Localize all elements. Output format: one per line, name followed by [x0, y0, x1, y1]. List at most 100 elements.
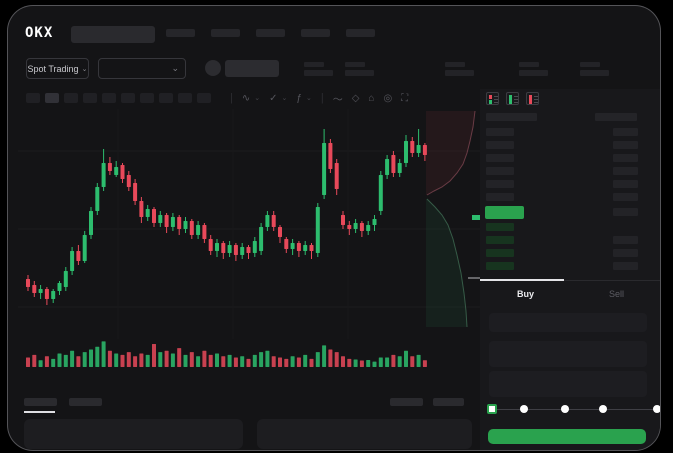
ask-row-size [613, 128, 638, 136]
settings-icon[interactable]: ◎ [383, 92, 393, 104]
ask-row-price [486, 154, 514, 162]
ask-row-size [613, 180, 638, 188]
timeframe-button[interactable] [121, 93, 135, 103]
okx-logo: OKX [25, 25, 54, 41]
ask-row-size [613, 167, 638, 175]
ask-row-size [613, 193, 638, 201]
indicators-icon[interactable]: ƒ [296, 92, 302, 104]
timeframe-button[interactable] [140, 93, 154, 103]
chart-type-icon[interactable]: ∿ [241, 92, 251, 104]
market-stat-pair [580, 62, 612, 76]
tab-buy[interactable]: Buy [516, 289, 534, 299]
search-input[interactable] [71, 26, 155, 43]
timeframe-button[interactable] [102, 93, 116, 103]
last-price-bar[interactable] [485, 206, 524, 219]
timeframe-button[interactable] [159, 93, 173, 103]
last-price-size-block [613, 208, 638, 216]
ask-row-price [486, 167, 514, 175]
market-stat-pair [304, 62, 336, 76]
snapshot-icon[interactable]: ⌂ [368, 92, 375, 104]
candlestick-chart[interactable] [18, 109, 480, 393]
bottom-action-block-1[interactable] [390, 398, 423, 406]
price-input[interactable] [489, 313, 647, 332]
timeframe-button[interactable] [26, 93, 40, 103]
chevron-down-icon: ⌄ [305, 95, 312, 102]
nav-item[interactable] [346, 29, 375, 37]
timeframe-button[interactable] [178, 93, 192, 103]
pair-selector-dropdown[interactable]: ⌄ [98, 58, 186, 79]
chart-tools: | ∿ ⌄ ✓ ⌄ ƒ ⌄ | 〜 ◇ ⌂ ◎ ⛶ [230, 91, 409, 106]
stat-value-placeholder [445, 70, 474, 76]
slider-step-dot[interactable] [520, 405, 528, 413]
bid-row-price [486, 236, 514, 244]
app-window: OKX Spot Trading ⌄ ⌄ | ∿ ⌄ ✓ ⌄ ƒ ⌄ | 〜 ◇ ⌂ ◎ ⛶ Buy S… [7, 5, 661, 451]
slider-step-dot[interactable] [599, 405, 607, 413]
stat-value-placeholder [304, 70, 333, 76]
stat-label-placeholder [519, 62, 539, 67]
toolbar-separator: | [320, 92, 324, 104]
toolbar-separator: | [230, 92, 233, 104]
tab-divider [480, 280, 660, 281]
order-book-asks-only-icon[interactable] [526, 92, 539, 105]
ask-row-price [486, 128, 514, 136]
bid-row-size [613, 262, 638, 270]
nav-item[interactable] [166, 29, 195, 37]
bottom-tab-order-history[interactable] [69, 398, 102, 406]
timeframe-button[interactable] [197, 93, 211, 103]
line-tool-icon[interactable]: 〜 [332, 94, 343, 106]
ask-row-price [486, 193, 514, 201]
bid-row-price [486, 223, 514, 231]
amount-input[interactable] [489, 341, 647, 367]
bottom-tab-open-orders[interactable] [24, 398, 57, 406]
timeframe-button[interactable] [64, 93, 78, 103]
market-type-dropdown[interactable]: Spot Trading ⌄ [26, 58, 89, 79]
ask-row-size [613, 141, 638, 149]
order-book-bids-only-icon[interactable] [506, 92, 519, 105]
chevron-down-icon: ⌄ [171, 63, 179, 73]
amount-slider-track[interactable] [492, 409, 657, 410]
bid-row-price [486, 249, 514, 257]
chevron-down-icon: ⌄ [254, 95, 261, 102]
timeframe-button[interactable] [83, 93, 97, 103]
fullscreen-icon[interactable]: ⛶ [401, 92, 409, 104]
orders-table-placeholder [24, 419, 243, 449]
nav-item[interactable] [256, 29, 285, 37]
compare-icon[interactable]: ◇ [351, 92, 360, 104]
market-stat-pair [519, 62, 551, 76]
pair-icon [205, 60, 221, 76]
pair-title-placeholder [225, 60, 279, 77]
bottom-action-block-2[interactable] [433, 398, 464, 406]
stat-value-placeholder [345, 70, 374, 76]
ask-row-price [486, 141, 514, 149]
tab-sell[interactable]: Sell [608, 289, 624, 299]
order-book-header-price [486, 113, 537, 121]
slider-step-dot[interactable] [561, 405, 569, 413]
total-input[interactable] [489, 371, 647, 397]
bid-row-price [486, 262, 514, 270]
buy-submit-button[interactable] [488, 429, 646, 444]
chart-canvas[interactable] [18, 109, 480, 393]
buy-tab-underline [480, 279, 564, 281]
slider-step-dot[interactable] [653, 405, 660, 413]
order-book-panel: Buy Sell [480, 89, 660, 450]
bottom-tab-underline [24, 411, 55, 413]
nav-item[interactable] [301, 29, 330, 37]
timeframe-row [26, 93, 211, 103]
order-book-combined-icon[interactable] [486, 92, 499, 105]
slider-handle-selected[interactable] [487, 404, 497, 414]
order-book-view-toggles [486, 92, 539, 105]
ask-row-price [486, 180, 514, 188]
nav-item[interactable] [211, 29, 240, 37]
timeframe-button[interactable] [45, 93, 59, 103]
bid-row-size [613, 249, 638, 257]
stat-value-placeholder [519, 70, 548, 76]
trades-table-placeholder [257, 419, 472, 449]
market-type-label: Spot Trading [27, 63, 79, 74]
chevron-down-icon: ⌄ [81, 65, 88, 73]
ask-row-size [613, 154, 638, 162]
candle-style-icon[interactable]: ✓ [269, 92, 278, 104]
stat-label-placeholder [580, 62, 600, 67]
order-book-header-amount [595, 113, 637, 121]
stat-label-placeholder [445, 62, 465, 67]
stat-label-placeholder [345, 62, 365, 67]
